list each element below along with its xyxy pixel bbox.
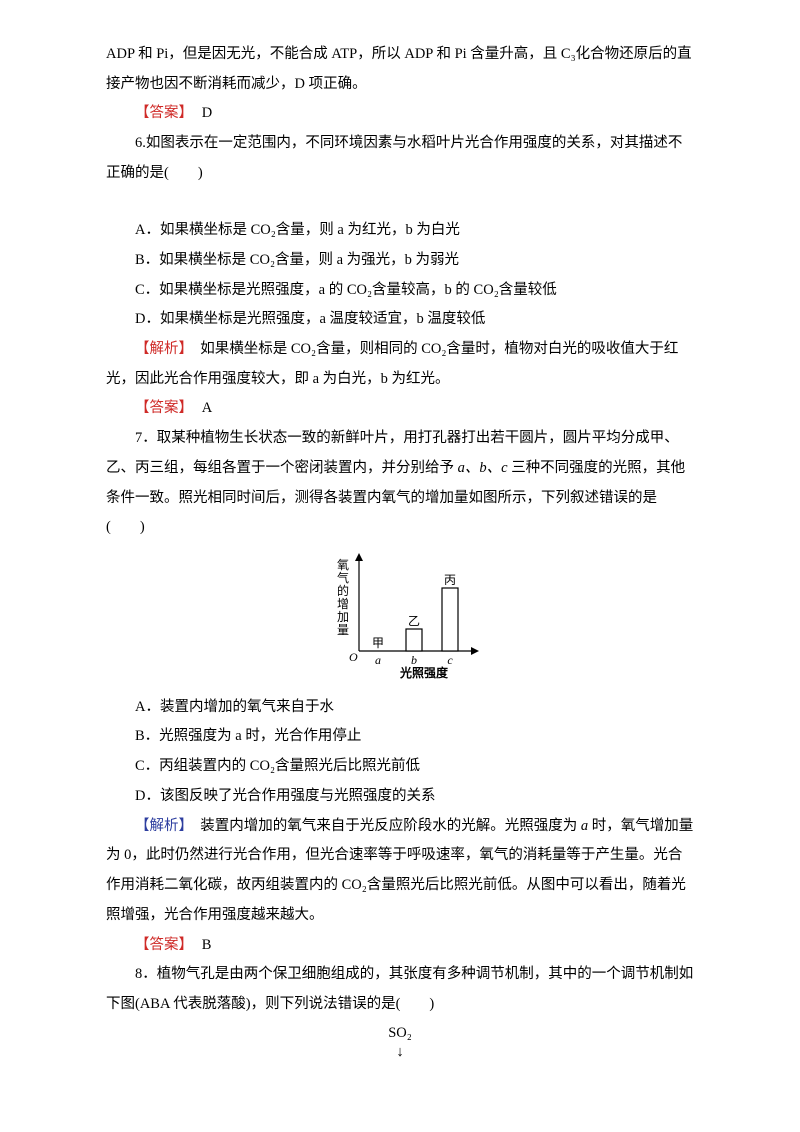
figure-placeholder <box>106 189 694 217</box>
q7-stem: 7．取某种植物生长状态一致的新鲜叶片，用打孔器打出若干圆片，圆片平均分成甲、乙、… <box>106 424 694 543</box>
answer-value: D <box>202 105 212 121</box>
q8-stem: 8．植物气孔是由两个保卫细胞组成的，其张度有多种调节机制，其中的一个调节机制如下… <box>106 960 694 1019</box>
answer-value: B <box>202 937 212 953</box>
fragment-paragraph: ADP 和 Pi，但是因无光，不能合成 ATP，所以 ADP 和 Pi 含量升高… <box>106 40 694 99</box>
analysis-text-pre: 装置内增加的氧气来自于光反应阶段水的光解。光照强度为 <box>186 818 581 834</box>
q7-stem-abc: a、b、c <box>458 460 508 476</box>
y-axis-arrow <box>355 553 363 561</box>
q7-option-b: B．光照强度为 a 时，光合作用停止 <box>106 722 694 752</box>
bar <box>406 629 422 651</box>
bar-label: 甲 <box>372 636 384 650</box>
bar-label: 丙 <box>444 573 456 587</box>
q6-answer-block: 【答案】 A <box>106 394 694 424</box>
q7-option-c: C．丙组装置内的 CO₂含量照光后比照光前低 <box>106 752 694 782</box>
q6-option-b: B．如果横坐标是 CO₂含量，则 a 为强光，b 为弱光 <box>106 246 694 276</box>
q6-analysis: 【解析】 如果横坐标是 CO₂含量，则相同的 CO₂含量时，植物对白光的吸收值大… <box>106 335 694 394</box>
answer-label: 【答案】 <box>135 400 193 416</box>
so2-label: SO₂ <box>106 1024 694 1043</box>
q6-option-d: D．如果横坐标是光照强度，a 温度较适宜，b 温度较低 <box>106 305 694 335</box>
origin-label: O <box>349 650 358 664</box>
bars-group: 甲a 乙 b 丙 c <box>372 573 458 667</box>
down-arrow-icon: ↓ <box>106 1043 694 1062</box>
x-tick-label: c <box>447 653 453 667</box>
bar-label: 乙 <box>408 614 420 628</box>
answer-value: A <box>202 400 212 416</box>
q6-stem: 6.如图表示在一定范围内，不同环境因素与水稻叶片光合作用强度的关系，对其描述不正… <box>106 129 694 188</box>
x-axis-arrow <box>471 647 479 655</box>
answer-label: 【答案】 <box>135 937 193 953</box>
q7-analysis: 【解析】 装置内增加的氧气来自于光反应阶段水的光解。光照强度为 a 时，氧气增加… <box>106 812 694 931</box>
q7-chart: 氧 气 的 增 加 量 O 甲a 乙 b 丙 c 光照强度 <box>106 549 694 691</box>
q6-option-a: A．如果横坐标是 CO₂含量，则 a 为红光，b 为白光 <box>106 216 694 246</box>
bar <box>442 588 458 651</box>
bar-chart-svg: 氧 气 的 增 加 量 O 甲a 乙 b 丙 c 光照强度 <box>305 549 495 679</box>
x-tick-label: b <box>411 653 417 667</box>
q8-diagram-fragment: SO₂ ↓ <box>106 1024 694 1062</box>
x-tick-label: a <box>375 653 381 667</box>
q7-option-a: A．装置内增加的氧气来自于水 <box>106 693 694 723</box>
q7-option-d: D．该图反映了光合作用强度与光照强度的关系 <box>106 782 694 812</box>
y-axis-label: 氧 气 的 增 加 量 <box>337 558 352 637</box>
q6-option-c: C．如果横坐标是光照强度，a 的 CO₂含量较高，b 的 CO₂含量较低 <box>106 276 694 306</box>
answer-label: 【答案】 <box>135 105 193 121</box>
answer-block: 【答案】 D <box>106 99 694 129</box>
analysis-label: 【解析】 <box>135 818 186 834</box>
analysis-label: 【解析】 <box>135 341 186 357</box>
q7-answer-block: 【答案】 B <box>106 931 694 961</box>
x-axis-label: 光照强度 <box>399 665 449 679</box>
analysis-text: 如果横坐标是 CO₂含量，则相同的 CO₂含量时，植物对白光的吸收值大于红光，因… <box>106 341 678 387</box>
